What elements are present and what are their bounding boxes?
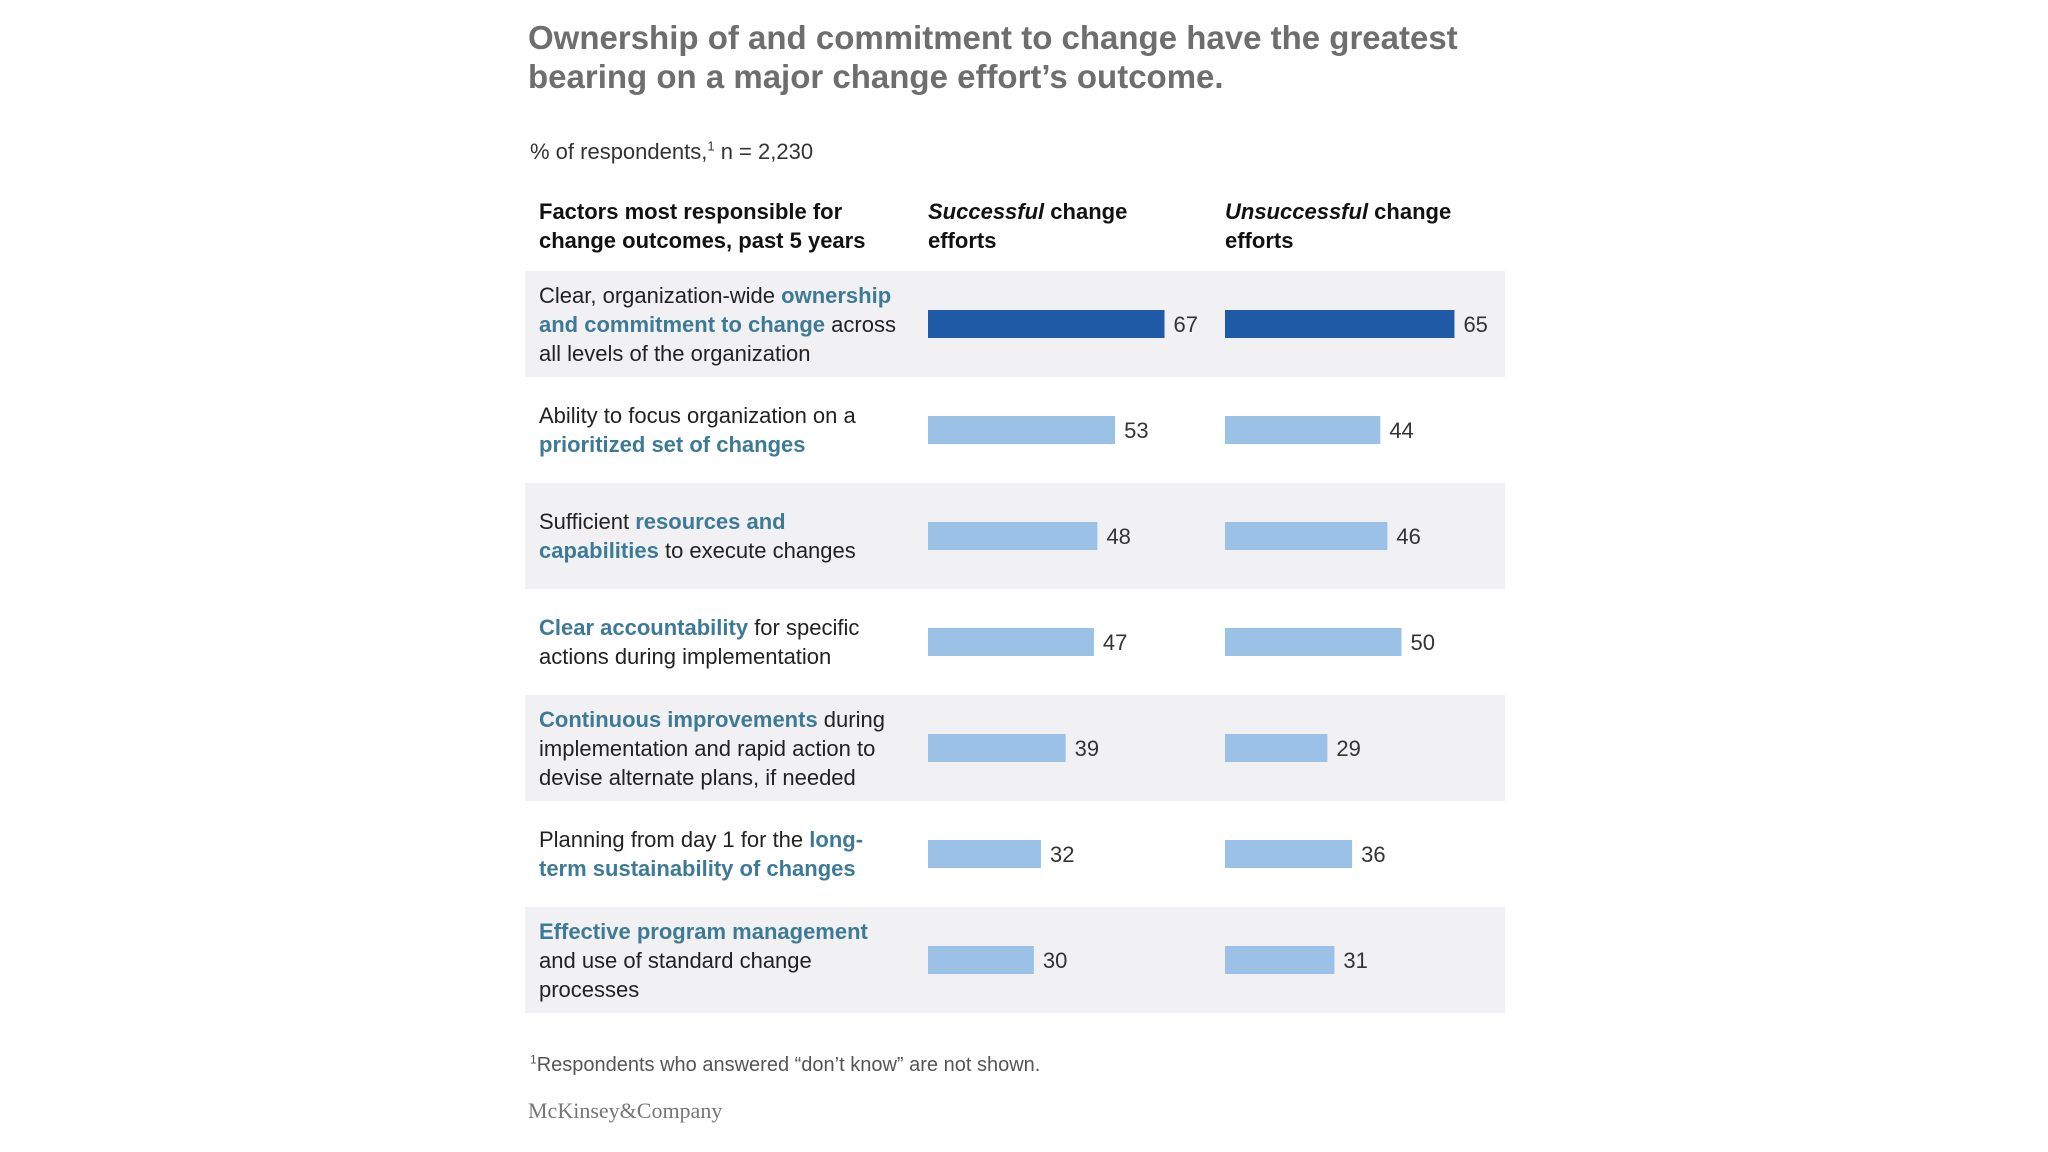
factor-label: Effective program management and use of … bbox=[539, 907, 909, 1013]
factor-row: Planning from day 1 for the long-term su… bbox=[525, 801, 1505, 907]
unsuccessful-value-label: 50 bbox=[1411, 630, 1435, 655]
unsuccessful-value-label: 29 bbox=[1336, 736, 1360, 761]
successful-value-label: 39 bbox=[1075, 736, 1099, 761]
factor-label: Sufficient resources and capabilities to… bbox=[539, 483, 909, 589]
footnote-text: Respondents who answered “don’t know” ar… bbox=[536, 1054, 1041, 1076]
factor-label: Planning from day 1 for the long-term su… bbox=[539, 801, 909, 907]
factor-row: Ability to focus organization on a prior… bbox=[525, 377, 1505, 483]
factor-label-text: Continuous improvements during implement… bbox=[539, 705, 909, 792]
factor-label-part: and use of standard change processes bbox=[539, 947, 812, 1002]
factor-label-highlight: Continuous improvements bbox=[539, 706, 818, 732]
factor-row: Effective program management and use of … bbox=[525, 907, 1505, 1013]
successful-header-emphasis: Successful bbox=[928, 199, 1045, 224]
unsuccessful-value-label: 65 bbox=[1463, 312, 1487, 337]
factor-label-part: for specific actions during implementati… bbox=[539, 615, 860, 669]
factor-label-highlight: Effective program management bbox=[539, 918, 868, 944]
factor-label-part: Ability to focus organization on a bbox=[539, 403, 856, 428]
factor-label-text: Sufficient resources and capabilities to… bbox=[539, 507, 909, 565]
factor-label-highlight: prioritized set of changes bbox=[539, 432, 806, 457]
subtitle-sample-size: n = 2,230 bbox=[714, 139, 814, 164]
factor-label-part: across all levels of the organization bbox=[539, 311, 896, 366]
unsuccessful-bar bbox=[1225, 522, 1388, 550]
chart-subtitle: % of respondents,1 n = 2,230 bbox=[530, 138, 813, 166]
factor-label-text: Effective program management and use of … bbox=[539, 917, 909, 1004]
factor-label-text: Clear, organization-wide ownership and c… bbox=[539, 281, 909, 368]
unsuccessful-column-header: Unsuccessful change efforts bbox=[1225, 197, 1485, 255]
unsuccessful-value-label: 31 bbox=[1343, 948, 1367, 973]
factor-row: Clear accountability for specific action… bbox=[525, 589, 1505, 695]
factors-column-header: Factors most responsible for change outc… bbox=[539, 199, 866, 253]
successful-column-header: Successful change efforts bbox=[928, 197, 1178, 255]
successful-bar bbox=[928, 628, 1094, 656]
unsuccessful-value-label: 36 bbox=[1361, 842, 1385, 867]
successful-value-label: 30 bbox=[1043, 948, 1067, 973]
factor-label-part: Clear, organization-wide bbox=[539, 282, 782, 308]
factor-label-text: Ability to focus organization on a prior… bbox=[539, 401, 909, 459]
footnote: 1Respondents who answered “don’t know” a… bbox=[530, 1052, 1040, 1078]
factor-label: Continuous improvements during implement… bbox=[539, 695, 909, 801]
factor-label-highlight: resources and capabilities bbox=[539, 509, 786, 563]
factor-label: Clear accountability for specific action… bbox=[539, 589, 909, 695]
successful-bar bbox=[928, 522, 1098, 550]
factor-label-highlight: ownership and commitment to change bbox=[539, 282, 892, 337]
subtitle-text: % of respondents, bbox=[530, 139, 708, 164]
successful-bar bbox=[928, 310, 1165, 338]
subtitle-footnote-marker: 1 bbox=[707, 138, 715, 154]
unsuccessful-value-label: 44 bbox=[1389, 418, 1413, 443]
factor-label: Clear, organization-wide ownership and c… bbox=[539, 271, 909, 377]
unsuccessful-header-emphasis: Unsuccessful bbox=[1225, 199, 1369, 224]
unsuccessful-bar bbox=[1225, 628, 1402, 656]
unsuccessful-value-label: 46 bbox=[1396, 524, 1420, 549]
factor-label: Ability to focus organization on a prior… bbox=[539, 377, 909, 483]
unsuccessful-bar bbox=[1225, 840, 1353, 868]
brand-logo-text: McKinsey&Company bbox=[528, 1098, 723, 1123]
footnote-marker: 1 bbox=[530, 1052, 537, 1067]
factor-label-part: Planning from day 1 for the bbox=[539, 827, 810, 852]
successful-bar bbox=[928, 416, 1116, 444]
successful-value-label: 32 bbox=[1050, 842, 1074, 867]
unsuccessful-header-rest: change efforts bbox=[1225, 199, 1452, 253]
factor-label-highlight: long-term sustainability of changes bbox=[539, 827, 864, 881]
factor-label-part: during implementation and rapid action t… bbox=[539, 706, 885, 790]
successful-bar bbox=[928, 840, 1041, 868]
successful-value-label: 53 bbox=[1124, 418, 1148, 443]
chart-title: Ownership of and commitment to change ha… bbox=[528, 19, 1458, 95]
successful-value-label: 67 bbox=[1174, 312, 1198, 337]
unsuccessful-bar bbox=[1225, 946, 1335, 974]
successful-value-label: 48 bbox=[1106, 524, 1130, 549]
unsuccessful-bar bbox=[1225, 734, 1328, 762]
successful-value-label: 47 bbox=[1103, 630, 1127, 655]
unsuccessful-bar bbox=[1225, 416, 1381, 444]
factor-label-highlight: Clear accountability bbox=[539, 615, 749, 640]
successful-bar bbox=[928, 946, 1034, 974]
unsuccessful-bar bbox=[1225, 310, 1455, 338]
factor-label-part: to execute changes bbox=[658, 538, 856, 563]
successful-bar bbox=[928, 734, 1066, 762]
factor-label-text: Planning from day 1 for the long-term su… bbox=[539, 825, 909, 883]
successful-header-rest: change efforts bbox=[928, 199, 1128, 253]
factor-label-part: Sufficient bbox=[539, 509, 636, 534]
factor-label-text: Clear accountability for specific action… bbox=[539, 613, 909, 671]
